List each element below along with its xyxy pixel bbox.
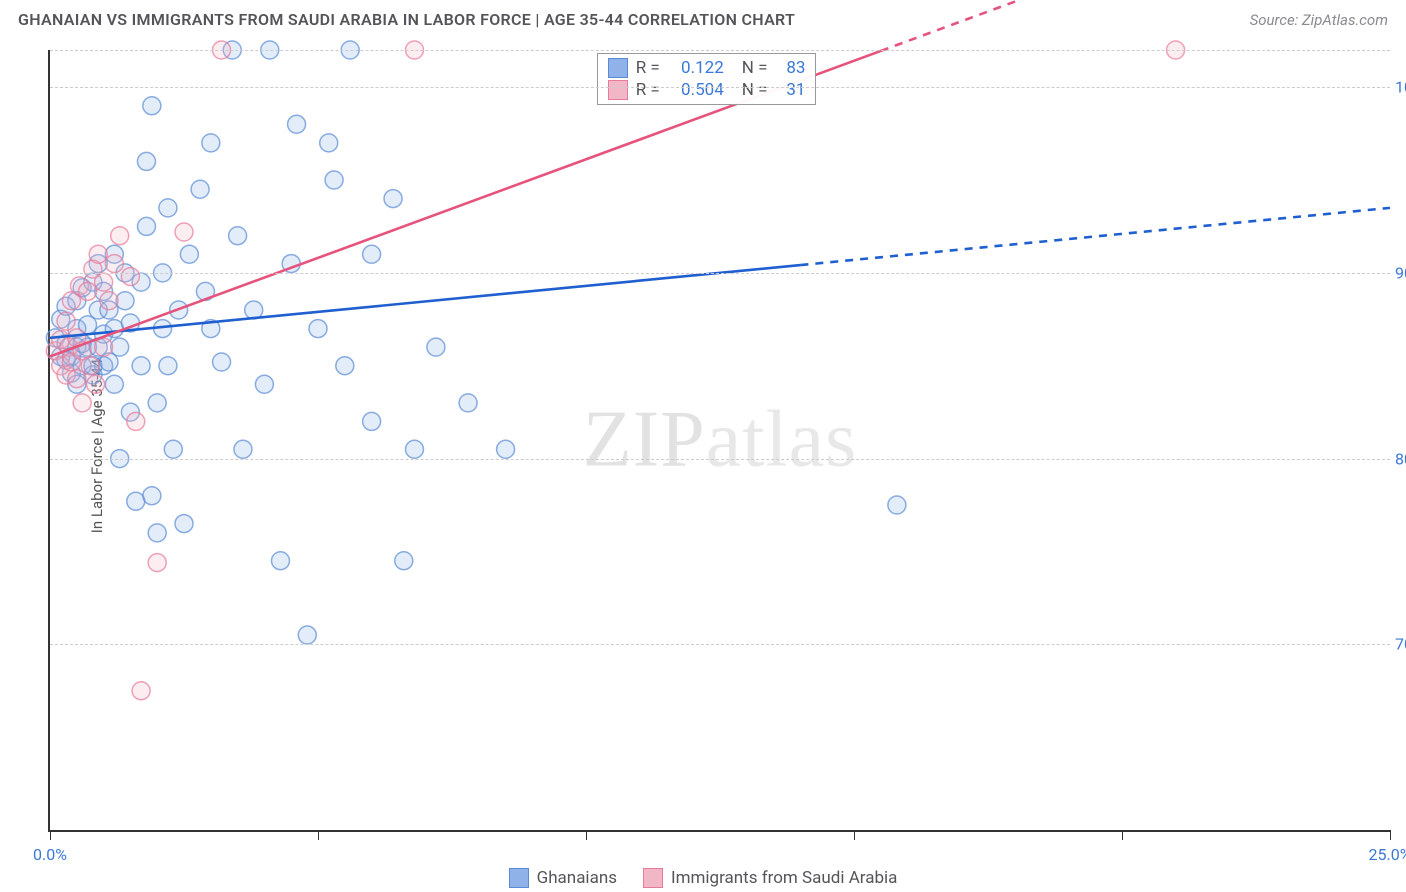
scatter-point [132,682,150,700]
scatter-point [89,245,107,263]
x-tick [1390,830,1391,840]
scatter-point [384,190,402,208]
chart-title: GHANAIAN VS IMMIGRANTS FROM SAUDI ARABIA… [18,10,795,29]
trend-line-dashed [800,208,1390,265]
chart-container: GHANAIAN VS IMMIGRANTS FROM SAUDI ARABIA… [0,0,1406,892]
legend-item: Ghanaians [509,868,617,888]
scatter-point [73,394,91,412]
legend-swatch [608,80,628,100]
scatter-point [363,245,381,263]
scatter-point [255,375,273,393]
scatter-point [79,282,97,300]
scatter-point [175,515,193,533]
x-tick [318,830,319,840]
legend-n-value: 83 [775,58,805,78]
scatter-point [127,492,145,510]
scatter-point [105,255,123,273]
scatter-point [95,273,113,291]
legend-r-value: 0.122 [668,58,724,78]
legend-stats-row: R = 0.122 N = 83 [608,58,806,78]
y-tick-label: 80.0% [1395,449,1406,468]
scatter-point [395,552,413,570]
legend-item: Immigrants from Saudi Arabia [643,868,897,888]
scatter-point [68,370,86,388]
scatter-point [175,223,193,241]
scatter-point [202,134,220,152]
y-tick-label: 100.0% [1395,78,1406,97]
scatter-point [164,440,182,458]
gridline [50,644,1390,645]
scatter-point [180,245,198,263]
legend-stats-row: R = 0.504 N = 31 [608,80,806,100]
scatter-point [81,357,99,375]
legend-label: Ghanaians [537,868,617,888]
scatter-point [127,412,145,430]
scatter-point [427,338,445,356]
correlation-legend: R = 0.122 N = 83 R = 0.504 N = 31 [597,53,817,105]
x-tick [1122,830,1123,840]
legend-label: Immigrants from Saudi Arabia [671,868,897,888]
scatter-point [320,134,338,152]
scatter-point [143,487,161,505]
legend-swatch [643,868,663,888]
scatter-point [459,394,477,412]
scatter-point [116,292,134,310]
series-legend: Ghanaians Immigrants from Saudi Arabia [0,868,1406,888]
legend-swatch [608,58,628,78]
scatter-point [309,320,327,338]
x-tick-label: 0.0% [33,845,67,864]
gridline [50,50,1390,51]
chart-source: Source: ZipAtlas.com [1250,11,1388,29]
scatter-point [105,375,123,393]
scatter-point [111,338,129,356]
legend-n-label: N = [742,58,768,78]
legend-r-label: R = [636,80,660,100]
scatter-point [159,199,177,217]
scatter-point [87,375,105,393]
y-tick-label: 70.0% [1395,635,1406,654]
scatter-svg [50,50,1390,830]
gridline [50,87,1390,88]
chart-header: GHANAIAN VS IMMIGRANTS FROM SAUDI ARABIA… [18,10,1388,29]
x-tick [586,830,587,840]
plot-area: ZIPatlas R =0.122N =83R =0.504N =31 70.0… [48,50,1390,832]
scatter-point [298,626,316,644]
scatter-point [143,97,161,115]
legend-r-value: 0.504 [668,80,724,100]
scatter-point [148,394,166,412]
legend-r-label: R = [636,58,660,78]
scatter-point [95,338,113,356]
scatter-point [325,171,343,189]
scatter-point [497,440,515,458]
gridline [50,459,1390,460]
scatter-point [234,440,252,458]
scatter-point [132,357,150,375]
scatter-point [888,496,906,514]
legend-swatch [509,868,529,888]
scatter-point [405,440,423,458]
legend-n-value: 31 [775,80,805,100]
scatter-point [213,353,231,371]
scatter-point [159,357,177,375]
scatter-point [121,268,139,286]
x-tick [854,830,855,840]
scatter-point [148,554,166,572]
scatter-point [229,227,247,245]
legend-n-label: N = [742,80,768,100]
scatter-point [137,217,155,235]
scatter-point [137,152,155,170]
scatter-point [57,312,75,330]
x-tick-label: 25.0% [1369,845,1406,864]
scatter-point [363,412,381,430]
scatter-point [336,357,354,375]
y-tick-label: 90.0% [1395,263,1406,282]
gridline [50,273,1390,274]
scatter-point [100,292,118,310]
scatter-point [288,115,306,133]
scatter-point [111,227,129,245]
scatter-point [148,524,166,542]
x-tick [50,830,51,840]
scatter-point [191,180,209,198]
scatter-point [271,552,289,570]
